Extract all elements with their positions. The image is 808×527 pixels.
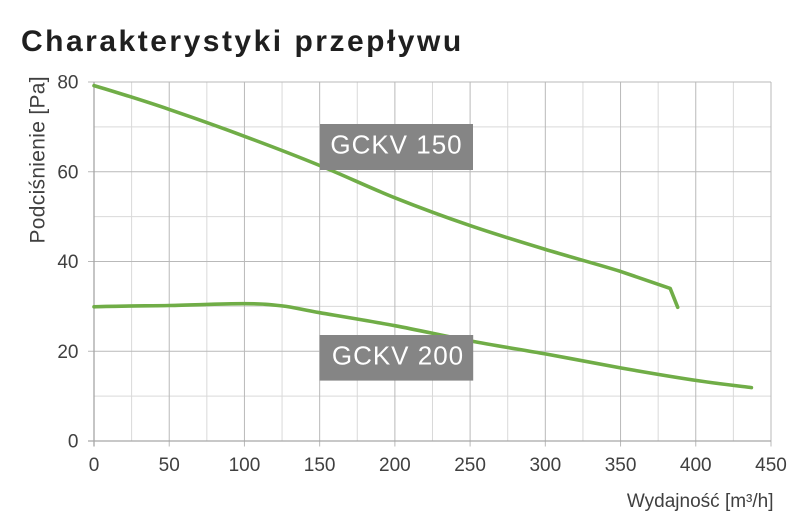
svg-text:80: 80 (57, 73, 78, 94)
svg-text:Charakterystyki przepływu: Charakterystyki przepływu (21, 25, 464, 58)
svg-text:150: 150 (304, 455, 336, 476)
svg-text:250: 250 (454, 455, 486, 476)
svg-text:50: 50 (159, 455, 180, 476)
svg-text:20: 20 (57, 342, 78, 363)
svg-text:400: 400 (680, 455, 712, 476)
svg-text:40: 40 (57, 252, 78, 273)
svg-text:Podciśnienie [Pa]: Podciśnienie [Pa] (27, 76, 50, 243)
svg-text:300: 300 (529, 455, 561, 476)
svg-text:Wydajność [m³/h]: Wydajność [m³/h] (627, 491, 774, 512)
svg-text:100: 100 (229, 455, 261, 476)
svg-text:350: 350 (605, 455, 637, 476)
svg-text:0: 0 (68, 432, 79, 453)
svg-text:0: 0 (89, 455, 100, 476)
svg-text:200: 200 (379, 455, 411, 476)
svg-text:GCKV 200: GCKV 200 (332, 341, 464, 371)
svg-text:60: 60 (57, 162, 78, 183)
svg-text:450: 450 (755, 455, 787, 476)
svg-text:GCKV 150: GCKV 150 (330, 130, 462, 160)
